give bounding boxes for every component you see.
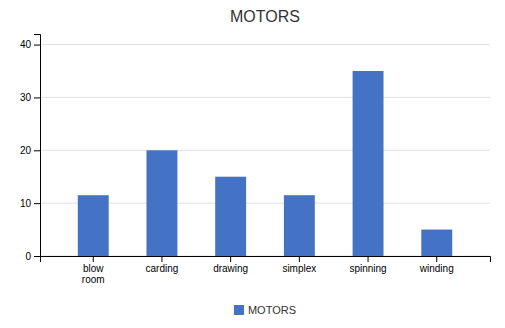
- y-tick: 10: [20, 198, 40, 209]
- y-tick-mark: [34, 97, 40, 98]
- x-tick-label: winding: [419, 263, 454, 274]
- y-tick: 0: [25, 251, 40, 262]
- y-tick-label: 30: [20, 92, 32, 103]
- x-axis: blowroom carding drawing simplex spinning win…: [41, 256, 491, 285]
- y-tick: 40: [20, 39, 40, 50]
- x-tick-label: simplex: [282, 263, 316, 274]
- y-tick-mark: [34, 45, 40, 46]
- chart-title: MOTORS: [230, 8, 300, 25]
- x-axis-line: [41, 257, 491, 263]
- x-tick-mark: [161, 256, 162, 262]
- y-tick: 30: [20, 92, 40, 103]
- y-tick-label: 20: [20, 145, 32, 156]
- y-tick-mark: [34, 256, 40, 257]
- bar: [215, 177, 246, 256]
- y-tick-label: 10: [20, 198, 32, 209]
- x-tick: blowroom: [82, 256, 105, 285]
- x-tick-label-line: winding: [419, 263, 454, 274]
- x-tick: simplex: [282, 256, 316, 274]
- x-tick-label-line: drawing: [213, 263, 248, 274]
- grid-line: [40, 97, 490, 98]
- x-tick-mark: [299, 256, 300, 262]
- y-tick: 20: [20, 145, 40, 156]
- x-tick-label: blowroom: [82, 263, 105, 285]
- y-tick-label: 0: [25, 251, 31, 262]
- x-tick-mark: [436, 256, 437, 262]
- y-axis-line: [34, 35, 41, 257]
- x-tick-label: carding: [146, 263, 179, 274]
- x-tick-mark: [230, 256, 231, 262]
- y-axis: 0 10 20 30 40: [20, 35, 41, 262]
- legend-label: MOTORS: [248, 304, 296, 316]
- x-tick: winding: [419, 256, 454, 274]
- plot-area: 0 10 20 30 40 blowroom carding drawing simplex sp…: [20, 35, 491, 286]
- y-tick-label: 40: [20, 39, 32, 50]
- legend: MOTORS: [234, 304, 296, 316]
- x-tick-label-line: carding: [146, 263, 179, 274]
- legend-item: MOTORS: [234, 304, 296, 316]
- x-tick-label-line: blow: [83, 263, 104, 274]
- x-tick: spinning: [349, 256, 386, 274]
- x-tick: carding: [146, 256, 179, 274]
- grid-line: [40, 150, 490, 151]
- x-tick-mark: [368, 256, 369, 262]
- bar: [146, 150, 177, 256]
- x-tick: drawing: [213, 256, 248, 274]
- legend-swatch: [234, 305, 244, 315]
- x-tick-label-line: simplex: [282, 263, 316, 274]
- grid-line: [40, 44, 490, 45]
- chart-svg: 0 10 20 30 40 blowroom carding drawing simplex sp…: [0, 0, 505, 328]
- chart-container: 0 10 20 30 40 blowroom carding drawing simplex sp…: [0, 0, 505, 328]
- bar: [353, 71, 384, 256]
- bars: [78, 71, 452, 256]
- bar: [284, 195, 315, 256]
- y-tick-mark: [34, 150, 40, 151]
- x-tick-label-line: room: [82, 274, 105, 285]
- y-tick-mark: [34, 203, 40, 204]
- x-tick-label: spinning: [349, 263, 386, 274]
- bar: [78, 195, 109, 256]
- x-tick-label-line: spinning: [349, 263, 386, 274]
- grid: [40, 45, 490, 256]
- bar: [421, 230, 452, 256]
- x-tick-mark: [93, 256, 94, 262]
- x-tick-label: drawing: [213, 263, 248, 274]
